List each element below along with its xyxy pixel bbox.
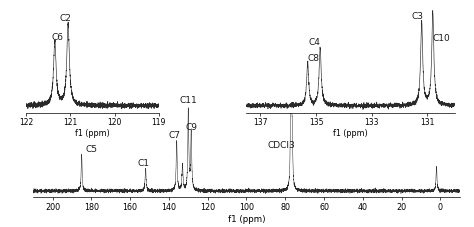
Text: C10: C10 — [432, 34, 450, 43]
Text: CDCl3: CDCl3 — [267, 140, 295, 149]
Text: C11: C11 — [180, 96, 197, 105]
X-axis label: f1 (ppm): f1 (ppm) — [228, 214, 265, 223]
X-axis label: f1 (ppm): f1 (ppm) — [333, 128, 368, 137]
Text: C4: C4 — [309, 38, 320, 47]
X-axis label: f1 (ppm): f1 (ppm) — [75, 128, 110, 137]
Text: C6: C6 — [51, 32, 63, 41]
Text: C3: C3 — [411, 12, 423, 21]
Text: C8: C8 — [307, 54, 319, 63]
Text: C1: C1 — [138, 158, 150, 167]
Text: C5: C5 — [85, 144, 97, 153]
Text: C7: C7 — [169, 131, 181, 140]
Text: C2: C2 — [60, 14, 72, 23]
Text: C9: C9 — [185, 123, 197, 132]
